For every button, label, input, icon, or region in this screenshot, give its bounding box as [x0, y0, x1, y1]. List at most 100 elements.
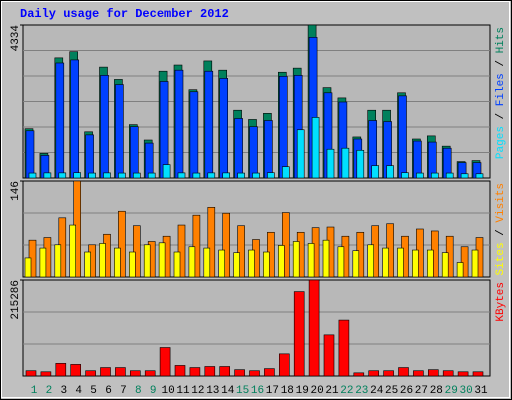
bar: [100, 367, 111, 377]
bar: [158, 242, 166, 278]
x-tick-label: 5: [90, 385, 97, 397]
bar: [25, 130, 35, 179]
bar: [162, 164, 171, 179]
bar: [383, 370, 394, 377]
bar: [192, 172, 201, 179]
bar: [427, 141, 437, 179]
bar: [115, 84, 124, 179]
bar: [99, 243, 106, 278]
x-tick-label: 11: [176, 385, 190, 397]
bar: [426, 249, 434, 278]
x-tick-label: 6: [105, 385, 112, 397]
bar: [219, 78, 228, 179]
chart-title: Daily usage for December 2012: [20, 7, 229, 21]
bar: [103, 172, 111, 179]
bar: [118, 210, 126, 278]
bar: [222, 212, 230, 278]
bar: [457, 371, 469, 377]
bar: [188, 246, 196, 278]
bar: [263, 251, 270, 278]
bar: [24, 257, 32, 278]
bar: [278, 76, 288, 179]
bar: [341, 147, 350, 179]
bar: [249, 370, 260, 377]
bar: [39, 247, 47, 278]
bar: [382, 247, 389, 278]
bar: [100, 75, 109, 179]
bar: [416, 172, 424, 179]
y-tick-label: 146: [10, 181, 22, 201]
bar: [40, 371, 52, 377]
bar: [115, 367, 126, 377]
bar: [248, 249, 255, 278]
bar: [413, 140, 422, 179]
bar: [192, 214, 201, 278]
bar: [218, 249, 225, 278]
x-tick-label: 16: [251, 385, 264, 397]
legend: KBytes: [495, 282, 507, 322]
x-tick-label: 27: [415, 385, 428, 397]
bar: [412, 249, 419, 278]
x-tick-label: 31: [474, 385, 488, 397]
x-tick-label: 1: [31, 385, 38, 397]
bar: [337, 246, 345, 278]
legend: Sites / Visits: [495, 183, 507, 275]
bar: [147, 172, 156, 179]
bar: [85, 134, 94, 179]
bar: [159, 81, 169, 179]
legend-separator: /: [495, 223, 507, 243]
x-tick-label: 18: [281, 385, 294, 397]
bar: [264, 368, 275, 377]
x-tick-label: 15: [236, 385, 249, 397]
bar: [367, 244, 375, 278]
bar: [189, 91, 199, 179]
bar: [338, 319, 350, 377]
bar: [356, 149, 365, 179]
x-tick-label: 13: [206, 385, 219, 397]
bar: [207, 172, 216, 179]
bar: [267, 172, 275, 179]
bar: [368, 370, 380, 377]
x-tick-label: 20: [310, 385, 323, 397]
legend-entry: Visits: [495, 183, 507, 223]
bar: [460, 246, 469, 278]
x-tick-label: 9: [150, 385, 157, 397]
bar: [177, 172, 186, 179]
bar: [43, 172, 52, 179]
bar: [70, 364, 81, 377]
bar: [237, 172, 245, 179]
bar: [326, 148, 335, 179]
bar: [322, 239, 330, 278]
bar: [174, 365, 186, 377]
bar: [456, 262, 464, 278]
bar: [73, 172, 81, 179]
x-tick-label: 23: [355, 385, 368, 397]
x-tick-label: 12: [191, 385, 204, 397]
bar: [204, 366, 216, 377]
bar: [118, 172, 126, 179]
bar: [133, 225, 141, 278]
bar: [353, 372, 365, 377]
legend-separator: /: [495, 106, 507, 126]
x-tick-label: 10: [161, 385, 174, 397]
bar: [143, 244, 151, 278]
bar: [401, 172, 409, 179]
bar: [308, 279, 320, 377]
bar: [237, 225, 245, 278]
x-tick-label: 25: [385, 385, 398, 397]
y-tick-label: 215286: [10, 280, 22, 320]
bar: [475, 173, 484, 179]
x-tick-label: 3: [60, 385, 67, 397]
legend-separator: /: [495, 53, 507, 73]
bar: [427, 369, 439, 377]
bar: [25, 370, 37, 377]
x-tick-label: 8: [135, 385, 142, 397]
bar: [28, 172, 37, 179]
bar: [296, 129, 305, 179]
bar: [84, 251, 91, 278]
x-tick-label: 17: [266, 385, 279, 397]
plot-area: [22, 279, 491, 377]
bar: [204, 70, 214, 179]
